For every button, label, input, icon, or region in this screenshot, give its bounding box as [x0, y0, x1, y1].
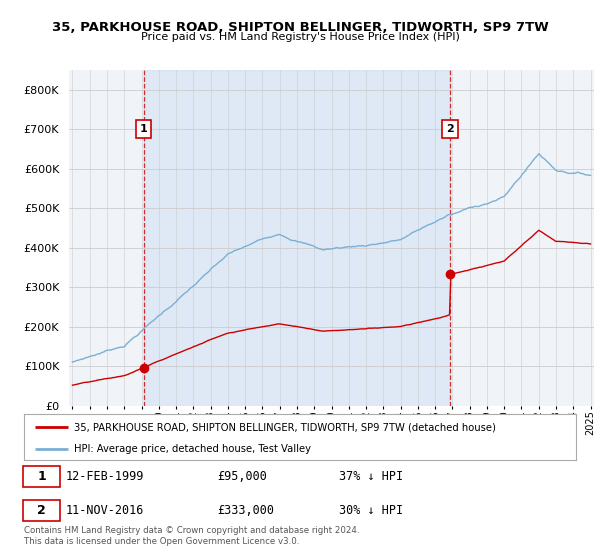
Bar [143, 70, 450, 406]
Text: 12-FEB-1999: 12-FEB-1999 [65, 470, 144, 483]
Text: 35, PARKHOUSE ROAD, SHIPTON BELLINGER, TIDWORTH, SP9 7TW: 35, PARKHOUSE ROAD, SHIPTON BELLINGER, T… [52, 21, 548, 34]
Text: £95,000: £95,000 [217, 470, 267, 483]
Text: 1: 1 [140, 124, 148, 134]
FancyBboxPatch shape [23, 500, 61, 521]
Text: £333,000: £333,000 [217, 504, 274, 517]
FancyBboxPatch shape [23, 466, 61, 487]
Text: 37% ↓ HPI: 37% ↓ HPI [338, 470, 403, 483]
Text: 1: 1 [37, 470, 46, 483]
Text: Contains HM Land Registry data © Crown copyright and database right 2024.
This d: Contains HM Land Registry data © Crown c… [24, 526, 359, 546]
Text: HPI: Average price, detached house, Test Valley: HPI: Average price, detached house, Test… [74, 444, 311, 454]
Text: 2: 2 [37, 504, 46, 517]
Text: 35, PARKHOUSE ROAD, SHIPTON BELLINGER, TIDWORTH, SP9 7TW (detached house): 35, PARKHOUSE ROAD, SHIPTON BELLINGER, T… [74, 422, 496, 432]
Text: 2: 2 [446, 124, 454, 134]
Text: Price paid vs. HM Land Registry's House Price Index (HPI): Price paid vs. HM Land Registry's House … [140, 32, 460, 42]
Text: 30% ↓ HPI: 30% ↓ HPI [338, 504, 403, 517]
Text: 11-NOV-2016: 11-NOV-2016 [65, 504, 144, 517]
